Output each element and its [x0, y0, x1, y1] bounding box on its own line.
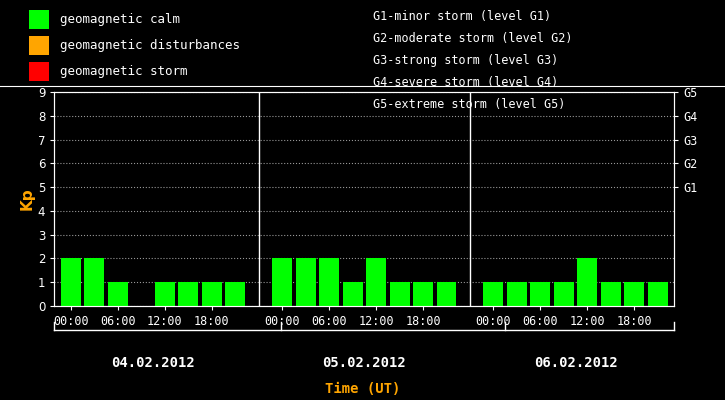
Bar	[154, 282, 175, 306]
Text: G4-severe storm (level G4): G4-severe storm (level G4)	[373, 76, 559, 89]
Bar	[272, 258, 292, 306]
Bar	[484, 282, 503, 306]
Bar	[366, 258, 386, 306]
Bar	[436, 282, 457, 306]
Text: G1-minor storm (level G1): G1-minor storm (level G1)	[373, 10, 552, 23]
Text: 06.02.2012: 06.02.2012	[534, 356, 618, 370]
Text: geomagnetic calm: geomagnetic calm	[60, 13, 181, 26]
Bar	[61, 258, 80, 306]
Bar	[178, 282, 198, 306]
Bar	[389, 282, 410, 306]
Bar	[601, 282, 621, 306]
Bar	[343, 282, 362, 306]
Text: G5-extreme storm (level G5): G5-extreme storm (level G5)	[373, 98, 566, 111]
Bar	[648, 282, 668, 306]
Bar	[84, 258, 104, 306]
Bar	[108, 282, 128, 306]
Bar	[296, 258, 315, 306]
Text: Time (UT): Time (UT)	[325, 382, 400, 396]
Bar	[554, 282, 574, 306]
Text: geomagnetic storm: geomagnetic storm	[60, 65, 188, 78]
Bar	[413, 282, 433, 306]
Bar	[507, 282, 527, 306]
Y-axis label: Kp: Kp	[20, 188, 35, 210]
Text: geomagnetic disturbances: geomagnetic disturbances	[60, 39, 240, 52]
Bar	[202, 282, 222, 306]
Bar	[577, 258, 597, 306]
Text: G2-moderate storm (level G2): G2-moderate storm (level G2)	[373, 32, 573, 45]
Bar	[225, 282, 245, 306]
Bar	[319, 258, 339, 306]
Text: 04.02.2012: 04.02.2012	[111, 356, 195, 370]
Bar	[624, 282, 645, 306]
Bar	[531, 282, 550, 306]
Text: 05.02.2012: 05.02.2012	[323, 356, 406, 370]
Text: G3-strong storm (level G3): G3-strong storm (level G3)	[373, 54, 559, 67]
